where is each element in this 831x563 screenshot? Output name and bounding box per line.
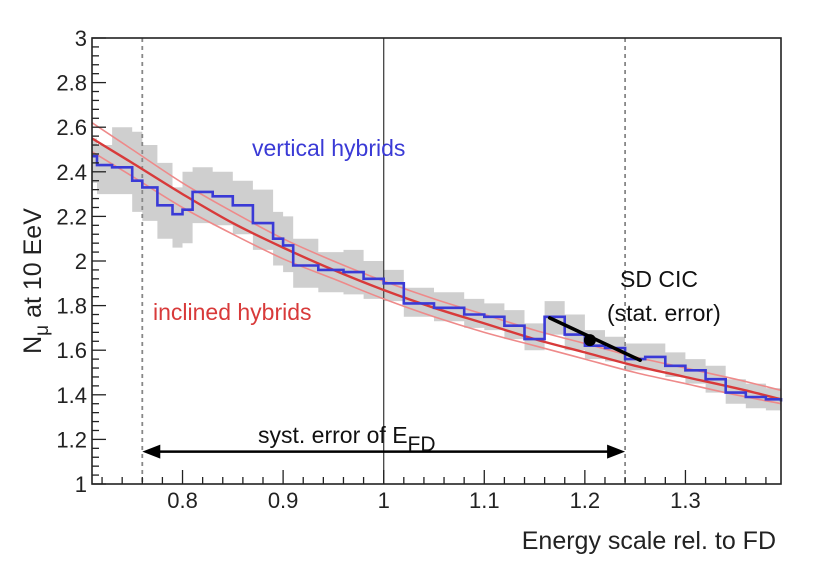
x-axis-title: Energy scale rel. to FD bbox=[522, 527, 776, 555]
x-tick-label-4: 1.2 bbox=[570, 488, 601, 513]
sd-cic-label-line2: (stat. error) bbox=[607, 300, 721, 326]
x-tick-label-1: 0.9 bbox=[268, 488, 299, 513]
vertical-hybrids-layer bbox=[92, 154, 783, 402]
y-axis-title-rest: at 10 EeV bbox=[19, 208, 47, 325]
y-axis-title-sub: μ bbox=[32, 325, 53, 336]
sd-cic-point bbox=[583, 334, 596, 347]
y-tick-label-9: 2.8 bbox=[56, 71, 87, 96]
y-tick-label-1: 1.2 bbox=[56, 427, 87, 452]
vertical-hybrids-band-layer bbox=[92, 127, 781, 413]
syst-arrow-right-head bbox=[607, 444, 626, 459]
y-tick-label-2: 1.4 bbox=[56, 383, 87, 408]
x-tick-label-3: 1.1 bbox=[469, 488, 500, 513]
y-tick-label-10: 3 bbox=[75, 26, 87, 51]
y-tick-label-4: 1.8 bbox=[56, 294, 87, 319]
sd-cic-label-line1: SD CIC bbox=[620, 266, 698, 292]
y-tick-label-8: 2.6 bbox=[56, 115, 87, 140]
y-tick-label-5: 2 bbox=[75, 249, 87, 274]
y-tick-label-7: 2.4 bbox=[56, 160, 87, 185]
x-tick-label-2: 1 bbox=[378, 488, 390, 513]
syst-error-text: syst. error of E bbox=[258, 422, 408, 448]
syst-error-label: syst. error of EFD bbox=[258, 422, 436, 456]
inclined-hybrids-label: inclined hybrids bbox=[153, 299, 312, 325]
tick-labels-layer: 0.8 0.9 1 1.1 1.2 1.3 1 1.2 1.4 1.6 1.8 2 2.2 2.4 2.6 2… bbox=[56, 26, 700, 513]
inclined-hybrids-lower-curve bbox=[91, 151, 782, 405]
y-tick-label-0: 1 bbox=[75, 472, 87, 497]
plot-frame bbox=[91, 37, 782, 485]
vertical-hybrids-label: vertical hybrids bbox=[252, 135, 405, 161]
inclined-hybrids-upper-curve bbox=[91, 122, 782, 392]
y-tick-label-3: 1.6 bbox=[56, 338, 87, 363]
syst-error-subscript: FD bbox=[408, 433, 436, 456]
syst-arrow-left-head bbox=[142, 444, 161, 459]
x-tick-label-5: 1.3 bbox=[670, 488, 701, 513]
reference-lines-layer bbox=[141, 38, 626, 484]
annotation-marks-layer bbox=[142, 316, 642, 459]
y-axis-title-main: N bbox=[19, 336, 47, 354]
y-tick-label-6: 2.2 bbox=[56, 204, 87, 229]
x-tick-label-0: 0.8 bbox=[167, 488, 198, 513]
vertical-hybrids-error-band bbox=[92, 127, 781, 413]
y-axis-title: Nμ at 10 EeV bbox=[19, 208, 53, 354]
vertical-hybrids-step-line bbox=[92, 154, 783, 402]
axes-layer bbox=[91, 37, 782, 485]
